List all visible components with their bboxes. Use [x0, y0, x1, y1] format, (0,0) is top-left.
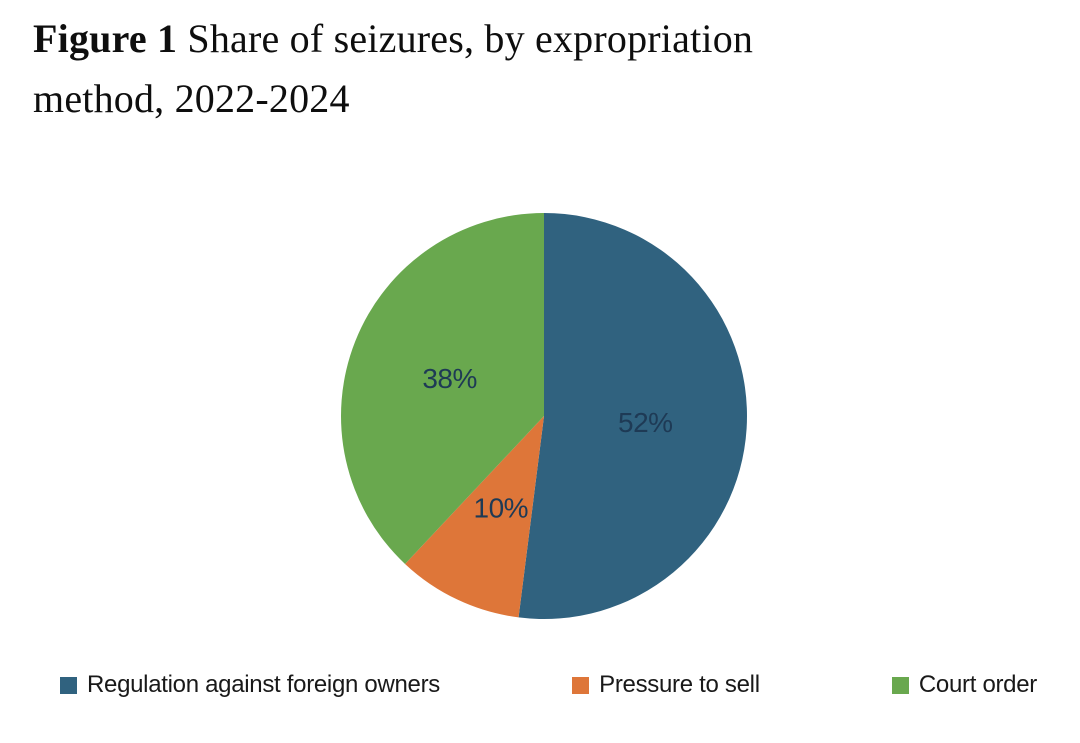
- legend-label-regulation-against-foreign-owners: Regulation against foreign owners: [87, 671, 440, 698]
- chart-legend: Regulation against foreign owners Pressur…: [60, 671, 1037, 699]
- figure-title-line2: method, 2022-2024: [33, 76, 350, 121]
- pie-chart: 52% 10% 38%: [341, 213, 747, 619]
- pie-data-label-pressure-to-sell: 10%: [474, 492, 529, 523]
- legend-item-pressure-to-sell: Pressure to sell: [572, 671, 760, 699]
- figure-title-text: Share of seizures, by expropriation: [177, 16, 754, 61]
- legend-label-pressure-to-sell: Pressure to sell: [599, 671, 760, 698]
- pie-data-label-regulation-against-foreign-owners: 52%: [618, 407, 673, 438]
- legend-label-court-order: Court order: [918, 671, 1037, 698]
- legend-item-court-order: Court order: [891, 671, 1037, 699]
- legend-swatch-court-order: [891, 676, 909, 694]
- figure-number: Figure 1: [33, 16, 178, 61]
- pie-data-label-court-order: 38%: [422, 363, 477, 394]
- pie-slice-court-order: [341, 213, 544, 564]
- pie-slice-regulation-against-foreign-owners: [518, 213, 747, 619]
- legend-item-regulation-against-foreign-owners: Regulation against foreign owners: [60, 671, 440, 699]
- figure-title: Figure 1 Share of seizures, by expropria…: [33, 9, 1013, 129]
- pie-slice-pressure-to-sell: [405, 416, 544, 618]
- legend-swatch-pressure-to-sell: [572, 676, 590, 694]
- legend-swatch-regulation-against-foreign-owners: [60, 676, 77, 694]
